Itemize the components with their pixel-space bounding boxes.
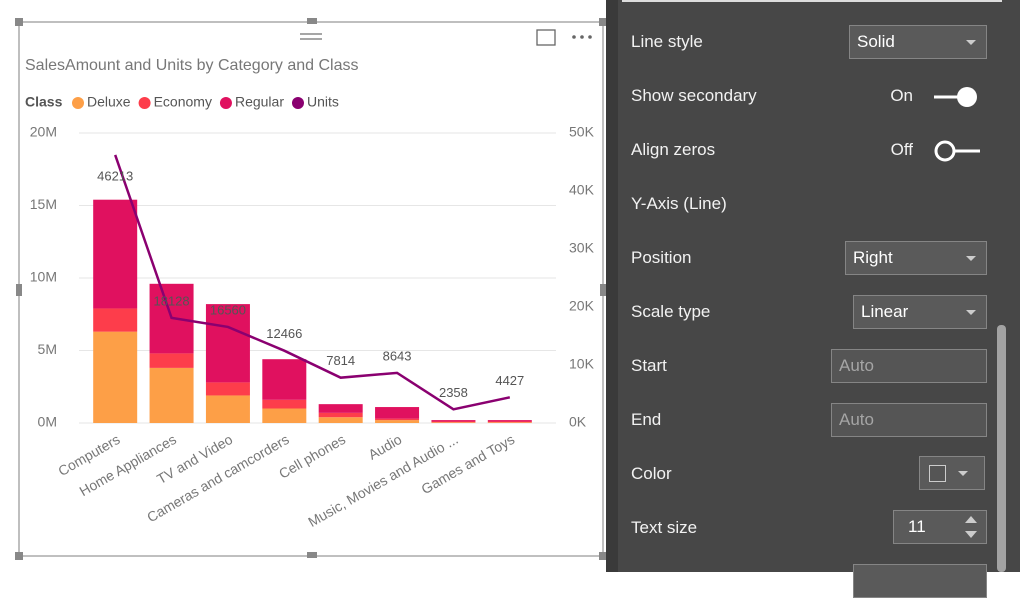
bar-segment [318,404,363,413]
color-label: Color [631,464,672,483]
bar-segment [375,420,420,423]
section-heading: Y-Axis (Line) [631,194,727,213]
bar-segment [375,418,420,421]
show-secondary-toggle[interactable] [928,84,984,110]
legend-marker [72,97,84,109]
y-tick-label: 10M [30,269,57,285]
align-zeros-toggle[interactable] [928,138,984,164]
y2-tick-label: 50K [569,124,595,140]
data-label: 7814 [326,353,355,368]
dropdown-value: Linear [861,302,909,321]
data-label: 46213 [97,168,133,183]
align-zeros-label: Align zeros [631,140,716,159]
position-label: Position [631,248,692,267]
show-secondary-label: Show secondary [631,86,757,105]
end-label: End [631,410,662,429]
data-label: 16560 [210,302,246,317]
bar-segment [205,382,250,396]
legend-marker [138,97,151,109]
color-picker[interactable] [919,456,985,490]
placeholder: Auto [839,356,874,375]
scale-type-label: Scale type [631,302,711,321]
data-label: 18128 [153,293,189,308]
end-input[interactable]: Auto [831,403,987,437]
y-tick-label: 0M [38,414,57,430]
bar-segment [205,395,250,423]
y-tick-label: 15M [30,196,57,212]
dropdown-value: Solid [857,32,895,51]
data-label: 8643 [383,348,412,363]
scrollbar[interactable] [997,325,1006,572]
start-label: Start [631,356,667,375]
bar-segment [431,420,476,422]
pane-edge [606,0,618,572]
bar-segment [487,420,532,422]
bar-segment [262,408,307,423]
bar-segment [487,421,532,423]
bar-segment [93,308,138,332]
data-label: 4427 [495,373,524,388]
spinner-value: 11 [908,517,926,536]
dropdown-value: Right [853,248,893,267]
bar-segment [318,412,363,418]
legend-label: Economy [154,94,212,110]
legend-marker [291,97,304,109]
more-options[interactable] [572,35,592,39]
resize-handles[interactable] [15,18,606,560]
focus-mode-icon[interactable] [536,29,556,46]
bar-segment [375,407,420,419]
y-tick-label: 20M [30,124,57,140]
bar-segment [262,399,307,409]
bar-segment [431,422,476,423]
legend-label: Deluxe [87,94,131,110]
legend-title: Class [25,94,63,110]
bar-segment [431,421,476,423]
bar-segment [149,353,194,368]
bar-segment [93,199,138,309]
bar-segment [93,331,138,423]
page: SalesAmount and Units by Category and Cl… [15,0,1020,598]
bar-segment [487,422,532,423]
y2-tick-label: 20K [569,298,595,314]
bar-segment [205,304,250,383]
toggle-state: On [890,86,913,105]
format-pane: Line style Solid Show secondary On Align… [606,0,1020,598]
y2-tick-label: 40K [569,182,595,198]
legend-label: Units [307,94,339,110]
legend-marker [219,97,232,109]
position-dropdown[interactable]: Right [845,241,987,275]
bar-segment [262,359,307,400]
text-size-label: Text size [631,518,698,537]
scale-type-dropdown[interactable]: Linear [853,295,987,329]
y2-tick-label: 10K [569,356,595,372]
y2-tick-label: 0K [569,414,587,430]
placeholder: Auto [839,410,874,429]
chart-title: SalesAmount and Units by Category and Cl… [25,57,359,74]
start-input[interactable]: Auto [831,349,987,383]
data-label: 12466 [266,326,302,341]
line-style-label: Line style [631,32,703,51]
bar-segment [318,417,363,423]
y2-tick-label: 30K [569,240,595,256]
next-control[interactable] [853,564,987,598]
y-tick-label: 5M [38,341,57,357]
chart: SalesAmount and Units by Category and Cl… [15,18,606,560]
legend-label: Regular [235,94,284,110]
bar-segment [149,367,194,423]
line-style-dropdown[interactable]: Solid [849,25,987,59]
toggle-state: Off [890,140,913,159]
data-label: 2358 [439,385,468,400]
pane-top-edge [622,0,1002,2]
line [114,154,511,411]
text-size-spinner[interactable]: 11 [893,510,987,544]
